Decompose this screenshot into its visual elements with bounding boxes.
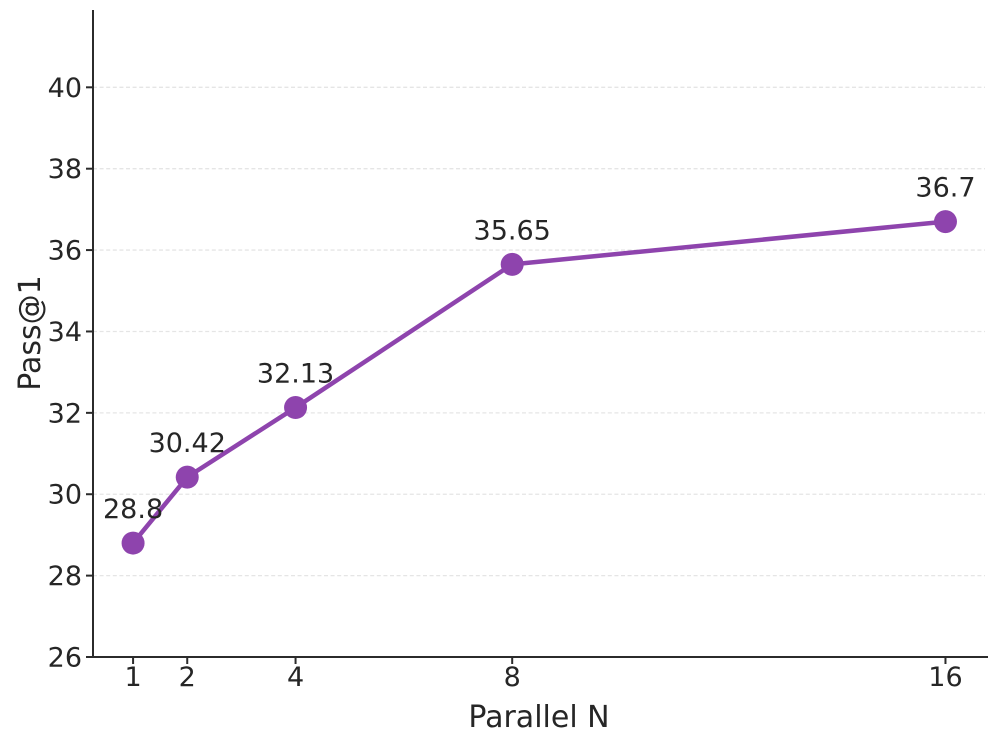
data-point-n8 [500,252,524,276]
y-tick-label-28: 28 [48,561,82,592]
x-tick-label-16: 16 [928,662,962,693]
data-point-label-n8: 35.65 [474,215,551,246]
data-point-n4 [284,396,308,420]
y-tick-label-30: 30 [48,480,82,511]
x-tick-label-8: 8 [504,662,521,693]
x-axis-title: Parallel N [468,700,610,735]
y-tick-label-32: 32 [48,398,82,429]
data-point-n1 [121,531,145,555]
y-tick-label-38: 38 [48,154,82,185]
data-point-label-n4: 32.13 [257,359,334,390]
y-tick-label-26: 26 [48,643,82,674]
data-point-label-n2: 30.42 [149,428,226,459]
x-tick-label-4: 4 [287,662,304,693]
data-point-label-n1: 28.8 [103,494,163,525]
data-point-n16 [933,210,957,234]
y-tick-label-36: 36 [48,236,82,267]
y-tick-label-40: 40 [48,73,82,104]
x-tick-label-2: 2 [179,662,196,693]
data-point-label-n16: 36.7 [915,173,975,204]
y-tick-label-34: 34 [48,317,82,348]
y-axis-title: Pass@1 [13,275,48,391]
x-tick-label-1: 1 [124,662,141,693]
data-point-n2 [175,465,199,489]
